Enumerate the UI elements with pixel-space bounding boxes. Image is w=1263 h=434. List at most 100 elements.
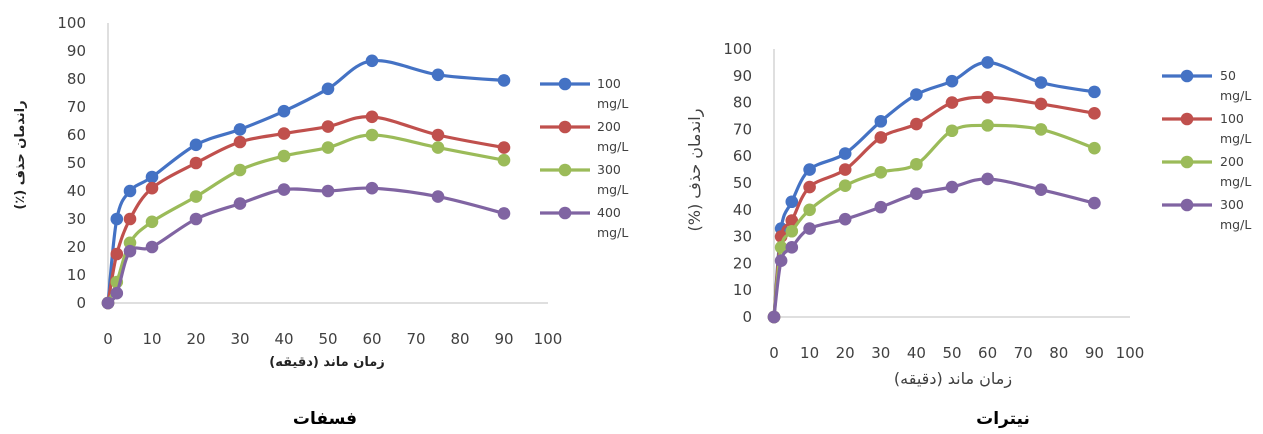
nitrate-y-tick-label: 30 — [733, 228, 752, 246]
phosphate-data-point — [497, 141, 511, 154]
phosphate-y-tick-label: 0 — [76, 294, 86, 312]
phosphate-y-tick-label: 50 — [67, 154, 86, 172]
nitrate-data-point — [981, 172, 994, 186]
phosphate-data-point — [233, 197, 247, 210]
phosphate-data-point — [277, 149, 291, 163]
nitrate-legend-label-1: 50 mg/L — [1220, 68, 1251, 103]
nitrate-x-tick-label: 100 — [1116, 344, 1145, 362]
phosphate-data-point — [233, 135, 247, 149]
nitrate-data-point — [910, 88, 923, 101]
nitrate-x-tick-label: 70 — [1014, 344, 1033, 362]
nitrate-y-tick-label: 40 — [733, 201, 752, 219]
nitrate-data-point — [910, 157, 923, 171]
nitrate-y-tick-label: 0 — [742, 308, 752, 326]
nitrate-data-point — [910, 187, 923, 201]
nitrate-data-point — [945, 96, 959, 109]
nitrate-data-point — [945, 124, 959, 138]
phosphate-series-line-1 — [106, 58, 505, 304]
nitrate-data-point — [774, 241, 788, 254]
nitrate-x-tick-label: 50 — [942, 344, 961, 362]
nitrate-legend: 50 mg/L 100 mg/L 200 mg/L 300 mg/L — [1162, 68, 1251, 232]
nitrate-data-point — [785, 195, 799, 209]
nitrate-data-point — [838, 163, 852, 176]
nitrate-data-point — [1088, 196, 1101, 210]
phosphate-legend-label-2: 200 mg/L — [597, 119, 628, 154]
phosphate-data-point — [321, 184, 335, 198]
phosphate-data-point — [145, 240, 159, 254]
phosphate-data-point — [123, 212, 137, 226]
nitrate-data-point — [803, 180, 816, 194]
phosphate-legend-marker-4 — [558, 206, 572, 220]
phosphate-data-point — [101, 296, 115, 310]
nitrate-data-point — [981, 119, 994, 132]
nitrate-data-point — [838, 147, 852, 160]
phosphate-legend-marker-3 — [558, 163, 572, 177]
phosphate-data-point — [277, 127, 291, 140]
nitrate-data-point — [981, 90, 994, 104]
nitrate-data-point — [1034, 123, 1048, 136]
phosphate-data-point — [431, 68, 445, 82]
phosphate-x-axis-title: زمان ماند (دقیقه) — [269, 355, 385, 370]
nitrate-data-point — [981, 56, 994, 69]
phosphate-x-ticks: 0 10 20 30 40 50 60 70 80 90 100 — [103, 330, 562, 348]
phosphate-legend-label-4: 400 mg/L — [597, 205, 628, 240]
phosphate-data-point — [321, 120, 335, 133]
phosphate-legend: 100 mg/L 200 mg/L 300 mg/L 400 mg/L — [540, 76, 628, 240]
nitrate-data-point — [945, 74, 959, 88]
phosphate-legend-marker-2 — [558, 120, 572, 134]
phosphate-legend-marker-1 — [558, 77, 572, 91]
nitrate-y-axis-title: راندمان حذف (%) — [685, 109, 705, 232]
nitrate-data-point — [874, 165, 888, 179]
nitrate-y-tick-label: 90 — [733, 67, 752, 85]
phosphate-x-tick-label: 60 — [362, 330, 381, 348]
nitrate-legend-label-2: 100 mg/L — [1220, 111, 1251, 146]
nitrate-data-point — [838, 212, 852, 226]
phosphate-x-tick-label: 70 — [406, 330, 425, 348]
nitrate-axes — [773, 49, 1130, 318]
nitrate-data-point — [803, 203, 816, 217]
nitrate-legend-marker-1 — [1180, 69, 1194, 83]
phosphate-data-point — [497, 153, 511, 167]
nitrate-data-point — [1034, 183, 1048, 196]
nitrate-x-tick-label: 10 — [800, 344, 819, 362]
phosphate-x-tick-label: 0 — [103, 330, 113, 348]
nitrate-data-point — [1088, 85, 1101, 99]
nitrate-data-point — [803, 222, 816, 235]
phosphate-data-point — [431, 141, 445, 154]
nitrate-x-tick-label: 40 — [907, 344, 926, 362]
phosphate-x-tick-label: 80 — [450, 330, 469, 348]
nitrate-y-tick-label: 50 — [733, 174, 752, 192]
phosphate-y-tick-label: 60 — [67, 126, 86, 144]
phosphate-legend-label-1: 100 mg/L — [597, 76, 628, 111]
nitrate-x-ticks: 0 10 20 30 40 50 60 70 80 90 100 — [769, 344, 1144, 362]
nitrate-x-tick-label: 20 — [836, 344, 855, 362]
nitrate-x-tick-label: 90 — [1085, 344, 1104, 362]
nitrate-x-tick-label: 0 — [769, 344, 779, 362]
phosphate-series — [101, 54, 511, 310]
phosphate-series-line-4 — [106, 186, 505, 305]
nitrate-y-tick-label: 80 — [733, 94, 752, 112]
phosphate-data-point — [321, 82, 335, 96]
nitrate-y-tick-label: 10 — [733, 281, 752, 299]
nitrate-chart: 0 10 20 30 40 50 60 70 80 90 100 0 10 20 30 40 50 60 70 80… — [685, 40, 1251, 429]
phosphate-data-point — [189, 138, 203, 152]
phosphate-y-axis-title: راندمان حذف (٪) — [13, 100, 28, 209]
phosphate-data-point — [110, 247, 124, 261]
nitrate-data-point — [767, 310, 781, 324]
phosphate-axes — [107, 23, 548, 304]
phosphate-data-point — [365, 54, 379, 68]
nitrate-data-point — [785, 241, 799, 254]
phosphate-data-point — [189, 190, 203, 203]
phosphate-x-tick-label: 10 — [142, 330, 161, 348]
phosphate-x-tick-label: 40 — [274, 330, 293, 348]
phosphate-data-point — [123, 244, 137, 258]
phosphate-data-point — [497, 74, 511, 87]
phosphate-data-point — [365, 181, 379, 195]
phosphate-x-tick-label: 20 — [186, 330, 205, 348]
nitrate-x-tick-label: 30 — [871, 344, 890, 362]
nitrate-series — [767, 56, 1101, 324]
phosphate-y-tick-label: 70 — [67, 98, 86, 116]
nitrate-data-point — [1034, 76, 1048, 89]
phosphate-y-tick-label: 10 — [67, 266, 86, 284]
